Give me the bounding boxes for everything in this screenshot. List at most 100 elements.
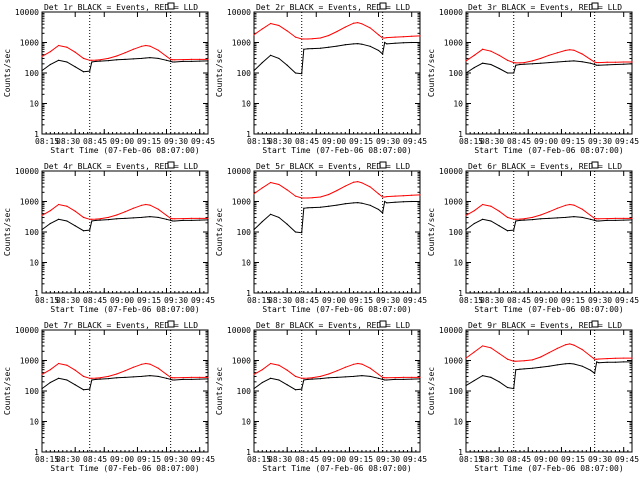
data-point [261,369,263,371]
data-point [548,352,550,354]
y-tick-label: 1 [246,289,251,298]
x-tick-label: 08:30 [56,455,80,464]
x-tick-label: 09:45 [191,137,215,146]
data-point [473,222,475,225]
data-point [301,377,303,379]
plot-frame [41,329,209,453]
data-point [513,218,515,220]
data-point [199,60,201,62]
data-point [253,373,255,376]
data-point [419,376,421,378]
x-tick-label: 08:15 [459,296,483,305]
data-point [336,370,338,372]
data-point [311,207,313,209]
data-point [124,52,126,54]
data-point [573,204,575,206]
data-point [124,211,126,213]
x-tick-label: 08:30 [56,137,80,146]
data-point [207,376,209,378]
y-tick-label: 10 [241,100,251,109]
data-point [594,372,596,374]
series-lld [253,362,421,379]
data-point [382,212,384,214]
y-axis-label: Counts/sec [427,49,436,97]
data-point [482,218,484,220]
data-point [369,367,371,369]
data-point [344,185,346,187]
y-tick-label: 10000 [227,326,251,335]
y-tick-label: 1 [458,130,463,139]
data-point [384,200,386,203]
data-point [357,21,359,24]
x-tick-label: 08:45 [295,296,319,305]
data-point [596,361,598,363]
data-point [589,214,592,217]
data-point [623,357,625,359]
data-point [170,60,172,63]
data-point [328,373,330,375]
data-point [172,61,174,63]
panel-6: Det 6r BLACK = Events, RED = LLD 1 10 100 10… [427,161,639,314]
data-point [598,358,600,360]
data-point [589,218,592,220]
data-point [482,374,484,377]
data-point [270,181,272,184]
data-point [344,26,346,28]
data-point [190,219,192,222]
title-square-marker [167,2,175,10]
data-point [419,200,421,203]
data-point [382,196,384,198]
data-point [353,375,355,378]
y-tick-label: 1000 [444,39,463,48]
data-point [95,59,97,61]
title-square-marker [167,320,175,328]
y-tick-label: 10 [29,259,39,268]
data-point [490,50,492,52]
data-point [286,223,288,225]
data-point [190,217,192,219]
data-point [515,218,517,220]
data-point [498,210,500,212]
y-axis-label: Counts/sec [215,208,224,256]
y-tick-label: 1 [246,448,251,457]
data-point [548,61,550,64]
title-square-marker [379,320,387,328]
data-point [589,62,592,64]
y-axis-label: Counts/sec [3,208,12,256]
data-point [278,216,280,219]
data-point [598,218,600,220]
data-point [490,205,492,207]
data-point [631,217,633,219]
x-tick-label: 08:30 [56,296,80,305]
data-point [569,49,571,51]
data-point [270,362,272,365]
data-point [74,384,76,386]
data-point [606,219,608,222]
data-point [74,51,76,53]
data-point [394,195,396,197]
data-point [569,216,571,218]
y-tick-label: 1000 [20,357,39,366]
x-axis-label: Start Time (07-Feb-06 08:07:00) [262,305,411,314]
data-point [361,182,363,184]
data-point [95,378,97,381]
data-point [307,48,309,50]
y-tick-label: 10000 [15,167,39,176]
data-point [301,388,303,390]
data-point [556,217,558,219]
data-point [145,216,147,218]
data-point [361,363,363,365]
series-lld [465,48,633,64]
data-point [89,388,91,390]
data-point [384,41,386,44]
y-axis-label: Counts/sec [427,367,436,415]
data-point [301,38,303,40]
data-point [124,370,126,372]
x-tick-label: 09:15 [561,296,585,305]
data-point [369,204,371,206]
data-point [107,378,109,380]
data-point [386,202,388,204]
x-axis-label: Start Time (07-Feb-06 08:07:00) [50,464,199,473]
panel-title: Det 1r BLACK = Events, RED = LLD [44,3,198,12]
data-point [145,57,147,59]
